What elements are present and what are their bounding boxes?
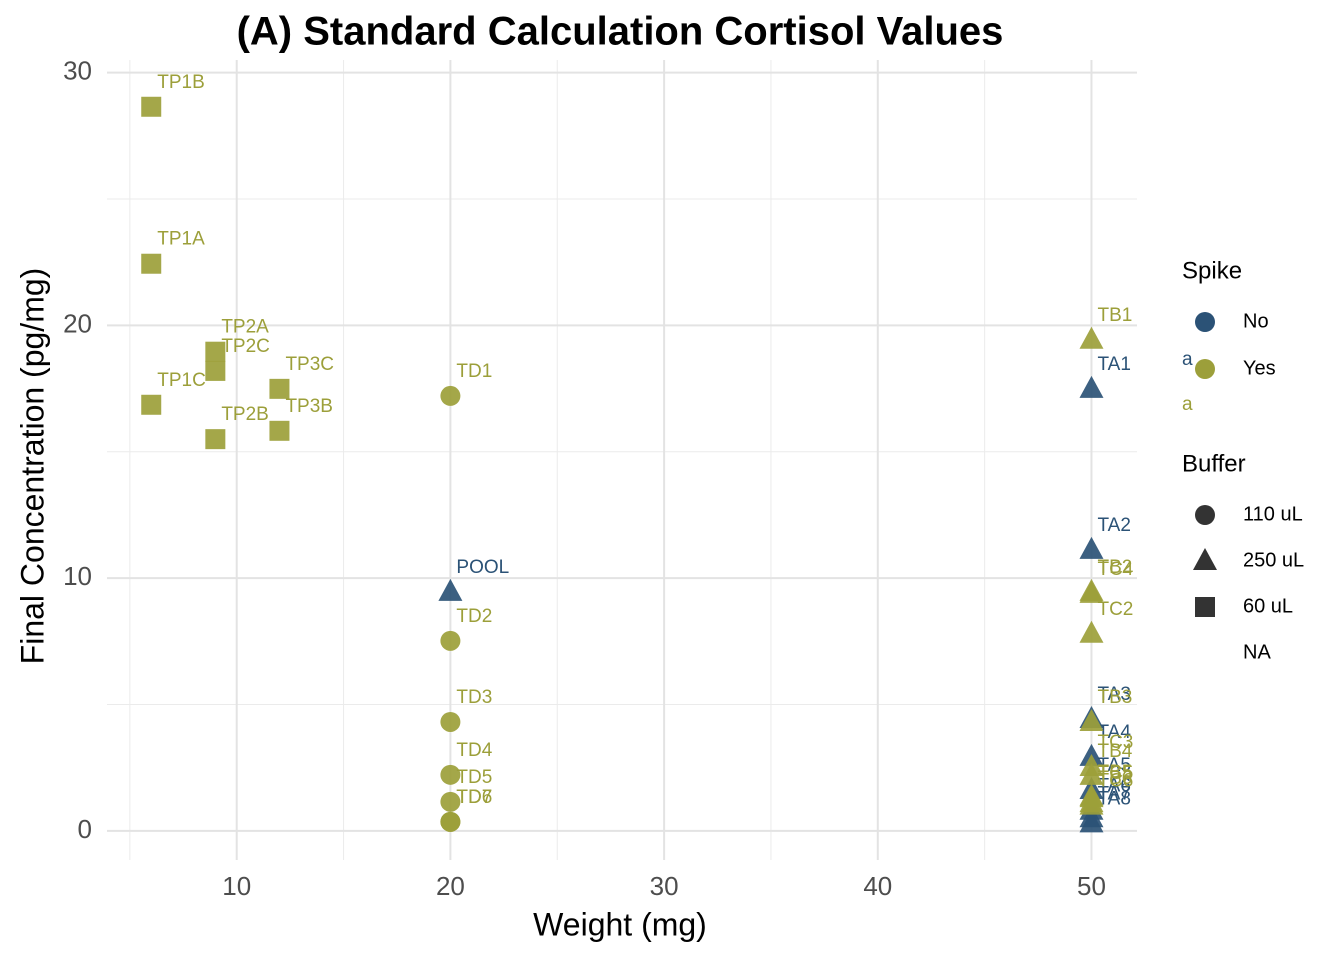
x-axis-label: Weight (mg) xyxy=(533,906,707,942)
point-label: TA5 xyxy=(1097,755,1130,776)
point-label: POOL xyxy=(456,557,509,578)
point-label: TC5 xyxy=(1097,763,1133,784)
legend-key xyxy=(1195,597,1215,617)
chart-title: (A) Standard Calculation Cortisol Values xyxy=(237,10,1004,54)
point xyxy=(440,385,461,406)
point-label: TC2 xyxy=(1097,599,1133,620)
point xyxy=(440,764,461,785)
x-tick-label: 10 xyxy=(222,871,251,901)
point-label: TA1 xyxy=(1097,354,1130,375)
y-tick-label: 10 xyxy=(63,561,92,591)
point xyxy=(141,394,162,415)
y-tick-label: 0 xyxy=(78,814,92,844)
point xyxy=(141,96,162,117)
y-tick-label: 30 xyxy=(63,56,92,86)
legend-key xyxy=(1193,548,1217,570)
legend-key xyxy=(1195,505,1215,525)
point xyxy=(1079,620,1104,643)
point xyxy=(440,711,461,732)
point xyxy=(1079,580,1104,603)
point xyxy=(205,341,226,362)
point xyxy=(269,378,290,399)
point-label: TC3 xyxy=(1097,732,1133,753)
point-label: TD3 xyxy=(456,687,492,708)
legend-label: 60 uL xyxy=(1243,595,1293,617)
point-label: TP3B xyxy=(285,396,333,417)
legend-label: NA xyxy=(1243,641,1271,663)
legend-key-text: a xyxy=(1182,394,1193,415)
x-tick-label: 30 xyxy=(650,871,679,901)
point-label: TA7 xyxy=(1097,783,1130,804)
point-label: TD6 xyxy=(456,787,492,808)
point xyxy=(1079,708,1104,731)
legend-label: Yes xyxy=(1243,357,1276,379)
point xyxy=(438,578,463,601)
point xyxy=(205,360,226,381)
legend-label: 110 uL xyxy=(1243,503,1303,525)
point xyxy=(141,253,162,274)
point-label: TP2C xyxy=(221,336,270,357)
point xyxy=(440,791,461,812)
point xyxy=(440,811,461,832)
point-label: TP1B xyxy=(157,72,205,93)
legend-key xyxy=(1195,359,1215,379)
point xyxy=(1079,810,1104,833)
point-label: TB1 xyxy=(1097,305,1132,326)
point-label: TA4 xyxy=(1097,722,1131,743)
point-label: TP3C xyxy=(285,354,334,375)
point-label: TA3 xyxy=(1097,684,1130,705)
legend-title: Spike xyxy=(1182,257,1242,284)
legend-label: No xyxy=(1243,310,1269,332)
point xyxy=(269,420,290,441)
point xyxy=(1079,326,1104,349)
point-label: TB5 xyxy=(1097,762,1132,783)
point-label: TP1C xyxy=(157,370,206,391)
point-label: TC4 xyxy=(1097,559,1133,580)
point-label: TD5 xyxy=(456,767,492,788)
point-label: TD4 xyxy=(456,740,492,761)
point-label: TC6 xyxy=(1097,771,1133,792)
legend-title: Buffer xyxy=(1182,450,1246,477)
x-tick-label: 50 xyxy=(1077,871,1106,901)
point-label: TP1A xyxy=(157,229,205,250)
point-label: TA8 xyxy=(1097,788,1130,809)
x-tick-label: 40 xyxy=(863,871,892,901)
point-label: TD2 xyxy=(456,606,492,627)
point xyxy=(1079,792,1104,815)
point-label: TP2A xyxy=(221,317,269,338)
point xyxy=(1079,762,1104,785)
point-label: TA6 xyxy=(1097,776,1130,797)
x-tick-label: 20 xyxy=(436,871,465,901)
y-axis-label: Final Concentration (pg/mg) xyxy=(14,268,50,665)
y-tick-label: 20 xyxy=(63,308,92,338)
point xyxy=(1079,375,1104,398)
point xyxy=(440,630,461,651)
point-label: TD7 xyxy=(456,787,492,808)
point-label: TD1 xyxy=(456,361,492,382)
point-label: TP2B xyxy=(221,404,269,425)
point-label: TB6 xyxy=(1097,768,1132,789)
point-label: TB3 xyxy=(1097,687,1132,708)
point-label: TB2 xyxy=(1097,557,1132,578)
legend-key-text: a xyxy=(1182,349,1193,370)
point xyxy=(1079,536,1104,559)
point-label: TA2 xyxy=(1097,515,1130,536)
legend-label: 250 uL xyxy=(1243,549,1304,571)
legend-key xyxy=(1195,312,1215,332)
point-label: TB4 xyxy=(1097,741,1132,762)
point xyxy=(205,429,226,450)
